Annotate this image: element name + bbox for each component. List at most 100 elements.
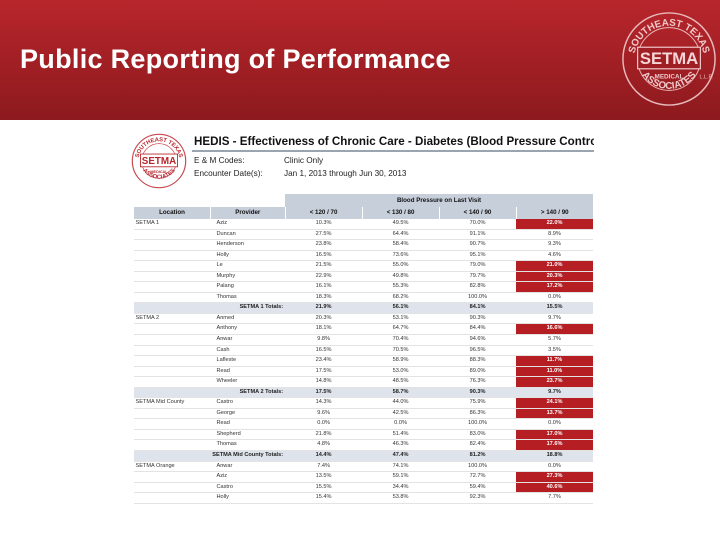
- location-cell: [133, 292, 211, 304]
- over-140-cell: 40.6%: [516, 482, 593, 494]
- value-cell: 89.0%: [439, 366, 516, 378]
- over-140-cell: 0.0%: [516, 461, 593, 473]
- value-cell: 84.4%: [439, 323, 516, 335]
- table-row: Read 17.5% 53.0% 89.0% 11.0%: [133, 366, 593, 378]
- table-row: Palang 16.1% 55.3% 82.8% 17.2%: [133, 281, 593, 293]
- value-cell: 90.3%: [439, 313, 516, 325]
- table-row: Murphy 22.9% 49.8% 79.7% 20.3%: [133, 271, 593, 283]
- provider-cell: George: [210, 408, 286, 420]
- value-cell: 48.5%: [362, 376, 440, 388]
- value-cell: 100.0%: [439, 292, 516, 304]
- provider-cell: Murphy: [210, 271, 286, 283]
- provider-cell: Castro: [210, 397, 286, 409]
- value-cell: 88.3%: [439, 355, 516, 367]
- value-cell: 75.9%: [439, 397, 516, 409]
- value-cell: 90.3%: [439, 387, 516, 399]
- over-140-cell: 0.0%: [516, 292, 593, 304]
- table-row: Lafleste 23.4% 58.9% 88.3% 11.7%: [133, 355, 593, 367]
- over-140-cell: 11.0%: [516, 366, 593, 378]
- location-cell: [133, 334, 211, 346]
- value-cell: 7.4%: [285, 461, 363, 473]
- table-row: Duncan 27.5% 64.4% 91.1% 8.9%: [133, 229, 593, 241]
- location-cell: [133, 355, 211, 367]
- over-140-cell: 18.8%: [516, 450, 593, 462]
- provider-cell: Holly: [210, 250, 286, 262]
- date-label: Encounter Date(s):: [194, 169, 263, 178]
- table-row: Shepherd 21.8% 51.4% 83.0% 17.0%: [133, 429, 593, 441]
- provider-cell: Castro: [210, 482, 286, 494]
- over-140-cell: 11.7%: [516, 355, 593, 367]
- over-140-cell: 0.0%: [516, 418, 593, 430]
- value-cell: 59.4%: [439, 482, 516, 494]
- over-140-cell: 9.7%: [516, 313, 593, 325]
- over-140-cell: 7.7%: [516, 492, 593, 504]
- title-rule: [192, 150, 594, 152]
- value-cell: 76.3%: [439, 376, 516, 388]
- value-cell: 82.4%: [439, 439, 516, 452]
- value-cell: 16.5%: [285, 250, 363, 262]
- value-cell: 92.3%: [439, 492, 516, 504]
- over-140-cell: 15.5%: [516, 302, 593, 314]
- value-cell: 51.4%: [362, 429, 440, 441]
- value-cell: 58.9%: [362, 355, 440, 367]
- value-cell: 17.5%: [285, 387, 363, 399]
- location-cell: [133, 281, 211, 293]
- value-cell: 56.1%: [362, 302, 440, 314]
- value-cell: 72.7%: [439, 471, 516, 483]
- value-cell: 14.8%: [285, 376, 363, 388]
- codes-value: Clinic Only: [284, 156, 324, 165]
- over-140-cell: 17.6%: [516, 439, 593, 452]
- table-row: SETMA 1 Aziz 10.3% 49.5% 70.0% 22.0%: [133, 219, 593, 230]
- provider-cell: Palang: [210, 281, 286, 293]
- report-title: HEDIS - Effectiveness of Chronic Care - …: [194, 135, 594, 148]
- table-row: SETMA Orange Anwar 7.4% 74.1% 100.0% 0.0%: [133, 461, 593, 473]
- value-cell: 64.4%: [362, 229, 440, 241]
- value-cell: 58.4%: [362, 239, 440, 251]
- table-row: Anwar 9.8% 70.4% 94.6% 5.7%: [133, 334, 593, 346]
- table-row: SETMA Mid County Castro 14.3% 44.0% 75.9% 24.…: [133, 397, 593, 409]
- column-header: Location: [133, 207, 211, 219]
- value-cell: 49.8%: [362, 271, 440, 283]
- totals-label: SETMA Mid County Totals:: [133, 450, 286, 462]
- provider-cell: Lafleste: [210, 355, 286, 367]
- over-140-cell: 5.7%: [516, 334, 593, 346]
- location-cell: [133, 471, 211, 483]
- value-cell: 59.1%: [362, 471, 440, 483]
- value-cell: 53.0%: [362, 366, 440, 378]
- header-spacer: [133, 194, 286, 207]
- table-row: Le 21.5% 55.0% 79.0% 21.0%: [133, 260, 593, 272]
- value-cell: 79.0%: [439, 260, 516, 272]
- codes-label: E & M Codes:: [194, 156, 245, 165]
- table-row: George 9.6% 42.5% 86.3% 13.7%: [133, 408, 593, 420]
- provider-cell: Anwar: [210, 461, 286, 473]
- table-row: Read 0.0% 0.0% 100.0% 0.0%: [133, 418, 593, 430]
- location-cell: [133, 229, 211, 241]
- value-cell: 64.7%: [362, 323, 440, 335]
- location-cell: [133, 345, 211, 357]
- value-cell: 100.0%: [439, 461, 516, 473]
- over-140-cell: 8.9%: [516, 229, 593, 241]
- value-cell: 86.3%: [439, 408, 516, 420]
- over-140-cell: 21.0%: [516, 260, 593, 272]
- value-cell: 46.3%: [362, 439, 440, 452]
- provider-cell: Cash: [210, 345, 286, 357]
- value-cell: 55.3%: [362, 281, 440, 293]
- location-cell: SETMA 1: [133, 219, 211, 230]
- over-140-cell: 23.7%: [516, 376, 593, 388]
- provider-cell: Thomas: [210, 439, 286, 452]
- over-140-cell: 24.1%: [516, 397, 593, 409]
- location-cell: [133, 429, 211, 441]
- value-cell: 0.0%: [285, 418, 363, 430]
- provider-cell: Anmed: [210, 313, 286, 325]
- provider-cell: Aziz: [210, 219, 286, 230]
- value-cell: 4.8%: [285, 439, 363, 452]
- value-cell: 100.0%: [439, 418, 516, 430]
- over-140-cell: 9.7%: [516, 387, 593, 399]
- table-row: Cash 16.5% 70.5% 96.5% 3.5%: [133, 345, 593, 357]
- table-row: Thomas 4.8% 46.3% 82.4% 17.6%: [133, 439, 593, 452]
- value-cell: 16.5%: [285, 345, 363, 357]
- svg-text:SETMA: SETMA: [142, 156, 176, 167]
- slide-title: Public Reporting of Performance: [20, 44, 451, 74]
- value-cell: 79.7%: [439, 271, 516, 283]
- column-header: < 120 / 70: [284, 207, 363, 219]
